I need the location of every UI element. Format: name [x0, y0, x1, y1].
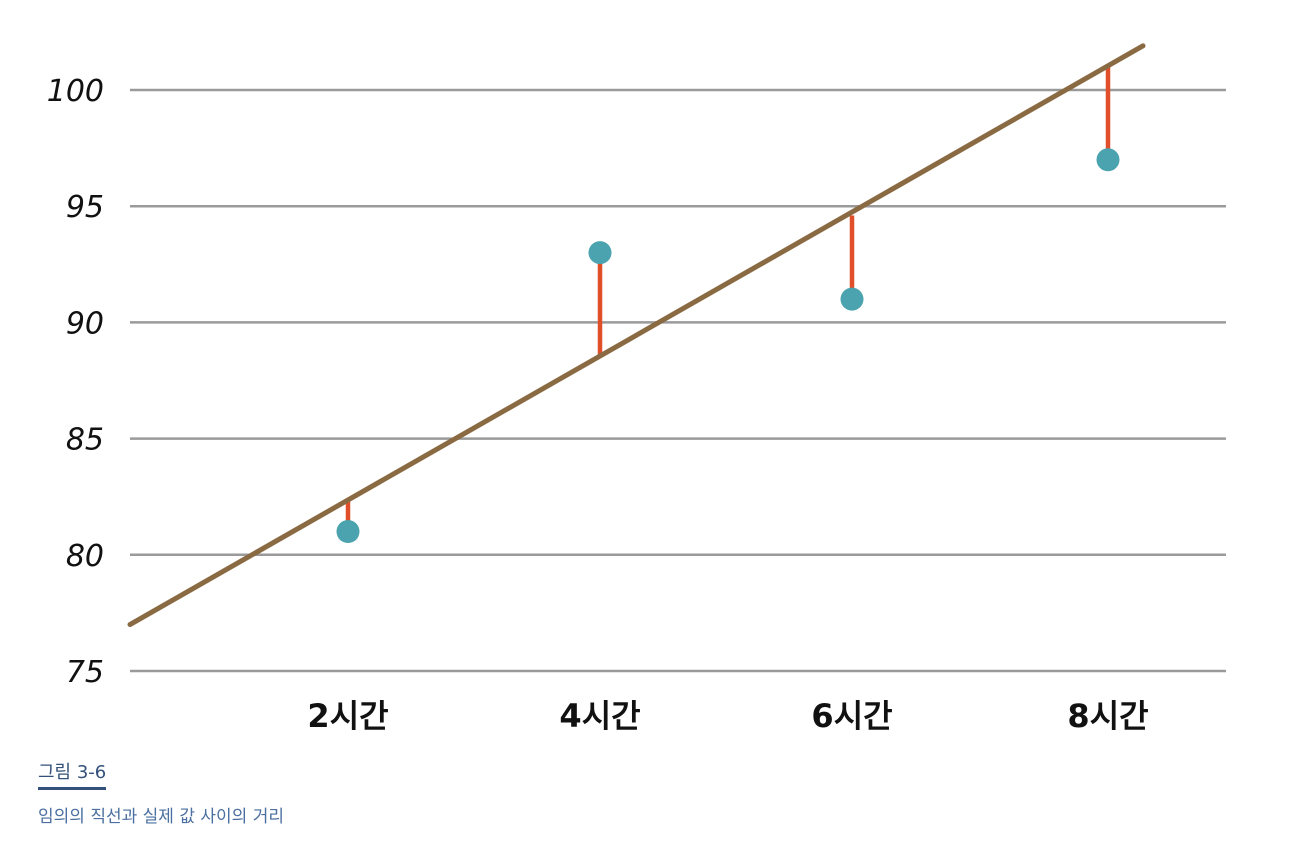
data-point — [336, 520, 360, 544]
y-tick-label: 75 — [66, 655, 104, 690]
x-tick-label: 8시간 — [1067, 697, 1148, 735]
data-point — [840, 287, 864, 311]
grid-lines — [130, 88, 1226, 673]
line-fit-chart: 75 80 85 90 95 100 2시간 4시간 6시간 8시간 — [47, 43, 1226, 735]
data-points — [336, 148, 1120, 544]
figure-caption: 그림 3-6 임의의 직선과 실제 값 사이의 거리 — [38, 758, 284, 827]
residual-lines — [345, 66, 1111, 532]
fit-line-group — [127, 43, 1146, 628]
y-tick-label: 80 — [66, 539, 104, 574]
x-tick-label: 2시간 — [307, 697, 388, 735]
data-point — [588, 241, 612, 265]
fit-line — [127, 43, 1146, 628]
figure-caption-text: 임의의 직선과 실제 값 사이의 거리 — [38, 807, 284, 827]
y-axis-ticks: 75 80 85 90 95 100 — [47, 74, 104, 690]
x-tick-label: 6시간 — [811, 697, 892, 735]
data-point — [1096, 148, 1120, 172]
x-tick-label: 4시간 — [559, 697, 640, 735]
y-tick-label: 85 — [66, 423, 104, 458]
x-axis-ticks: 2시간 4시간 6시간 8시간 — [307, 697, 1148, 735]
y-tick-label: 95 — [66, 190, 104, 225]
figure-label: 그림 3-6 — [38, 758, 107, 790]
y-tick-label: 90 — [66, 306, 104, 341]
y-tick-label: 100 — [47, 74, 104, 109]
